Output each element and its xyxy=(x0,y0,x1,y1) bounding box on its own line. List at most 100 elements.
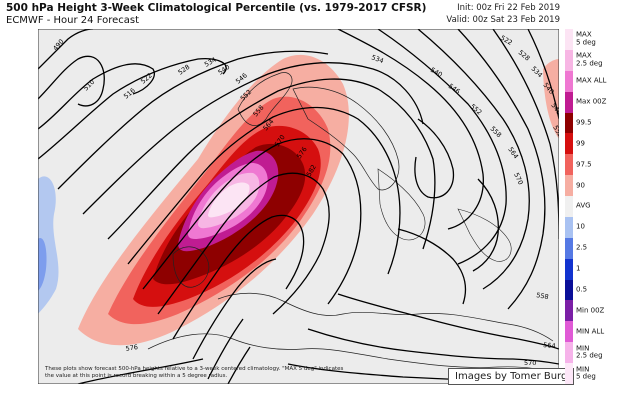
legend-swatch xyxy=(565,154,573,176)
legend-label: Max 00Z xyxy=(576,97,607,106)
legend-swatch xyxy=(565,196,573,217)
europe-coastline xyxy=(217,292,554,342)
legend-entry: 99 xyxy=(559,133,620,155)
black-sea-coastline xyxy=(457,208,512,262)
legend-label: MIN 2.5 deg xyxy=(576,344,603,360)
contour-label: 552 xyxy=(551,124,559,139)
legend-entry: MAX 5 deg xyxy=(559,29,620,50)
contour-label: 576 xyxy=(125,343,139,353)
legend-swatch xyxy=(565,175,573,197)
contour-552-east xyxy=(457,29,546,310)
british-isles-coastline xyxy=(172,246,210,288)
contour-522-trough xyxy=(414,118,455,199)
contour-540-east xyxy=(377,29,507,265)
legend-swatch xyxy=(565,342,573,364)
contour-540 xyxy=(107,78,436,250)
legend-swatch xyxy=(565,49,573,71)
map-subtitle: ECMWF - Hour 24 Forecast xyxy=(6,15,140,26)
percentile-map: 4905105165225285345405465525585645705765… xyxy=(38,29,559,384)
height-contours xyxy=(38,29,559,384)
legend-swatch xyxy=(565,112,573,134)
contour-570-south xyxy=(77,358,204,384)
contour-534 xyxy=(82,62,424,215)
legend-swatch xyxy=(565,321,573,343)
legend-entry: 2.5 xyxy=(559,237,620,259)
contour-label: 570 xyxy=(524,359,536,367)
contour-546-inner xyxy=(397,228,467,305)
contour-576 xyxy=(207,318,244,380)
percentile-legend: MAX 5 deg MAX 2.5 deg MAX ALL Max 00Z 99.5 99… xyxy=(559,29,620,384)
contour-558-east xyxy=(492,29,559,240)
legend-label: Min 00Z xyxy=(576,306,605,315)
contour-558 xyxy=(157,172,330,315)
contour-522 xyxy=(38,58,227,160)
legend-entry: 90 xyxy=(559,175,620,197)
image-credit: Images by Tomer Burg xyxy=(448,368,575,385)
legend-entry: MIN ALL xyxy=(559,321,620,343)
legend-entry: 1 xyxy=(559,258,620,280)
legend-swatch xyxy=(565,300,573,322)
legend-swatch xyxy=(565,29,573,50)
legend-swatch xyxy=(565,70,573,92)
legend-label: MAX ALL xyxy=(576,76,607,85)
mediterranean-coastline xyxy=(147,333,559,375)
contour-558-south xyxy=(337,293,559,350)
valid-time: Valid: 00z Sat 23 Feb 2019 xyxy=(446,15,560,25)
contour-546 xyxy=(127,106,401,275)
contour-label: 546 xyxy=(549,102,559,117)
max-5-deg-area xyxy=(208,182,250,218)
legend-entry: 10 xyxy=(559,216,620,238)
legend-entry: 0.5 xyxy=(559,279,620,301)
legend-label: MAX 5 deg xyxy=(576,30,596,47)
contour-534-east xyxy=(337,29,484,230)
legend-entry: 97.5 xyxy=(559,154,620,176)
legend-swatch xyxy=(565,133,573,155)
contour-570 xyxy=(192,258,277,360)
contour-528 xyxy=(57,50,329,190)
legend-entry: 99.5 xyxy=(559,112,620,134)
legend-entry: MAX 2.5 deg xyxy=(559,49,620,71)
legend-label: MIN ALL xyxy=(576,327,605,336)
baltic-coastline xyxy=(292,86,400,191)
legend-swatch xyxy=(565,363,573,384)
low-percentile-core xyxy=(38,238,47,291)
contour-490 xyxy=(38,29,94,70)
legend-swatch xyxy=(565,237,573,259)
footnote: These plots show forecast 500-hPa height… xyxy=(45,366,344,379)
contour-564-east xyxy=(527,29,559,120)
contour-label: 558 xyxy=(536,291,550,301)
legend-label: AVG xyxy=(576,201,591,210)
legend-swatch xyxy=(565,216,573,238)
contour-label: 564 xyxy=(543,341,556,350)
contour-516 xyxy=(38,63,155,130)
legend-label: 0.5 xyxy=(576,285,588,294)
legend-label: MAX 2.5 deg xyxy=(576,51,603,68)
legend-label: 1 xyxy=(576,264,581,273)
map-panel: 490 510 516 522 528 534 540 546 552 558 564 570 576 5… xyxy=(38,29,559,384)
legend-entry: AVG xyxy=(559,196,620,217)
legend-label: 99 xyxy=(576,139,585,148)
legend-entry: MIN 2.5 deg xyxy=(559,342,620,364)
high-percentile-edge xyxy=(543,59,559,139)
contour-582 xyxy=(227,346,251,384)
contour-564 xyxy=(172,214,305,340)
legend-label: 99.5 xyxy=(576,118,592,127)
map-title: 500 hPa Height 3-Week Climatological Per… xyxy=(6,2,427,14)
legend-entry: MIN 5 deg xyxy=(559,363,620,384)
legend-label: MIN 5 deg xyxy=(576,365,596,381)
contour-552 xyxy=(142,138,362,305)
contour-546-east xyxy=(417,29,530,290)
country-borders xyxy=(377,168,426,241)
legend-label: 90 xyxy=(576,180,585,189)
legend-label: 97.5 xyxy=(576,159,592,168)
legend-label: 10 xyxy=(576,222,585,231)
legend-swatch xyxy=(565,258,573,280)
contour-540-inner xyxy=(472,178,499,272)
contour-510 xyxy=(38,55,105,107)
contour-label: 534 xyxy=(370,53,384,65)
init-time: Init: 00z Fri 22 Feb 2019 xyxy=(457,3,560,13)
legend-label: 2.5 xyxy=(576,243,588,252)
legend-entry: Min 00Z xyxy=(559,300,620,322)
legend-entry: MAX ALL xyxy=(559,70,620,92)
legend-swatch xyxy=(565,91,573,113)
